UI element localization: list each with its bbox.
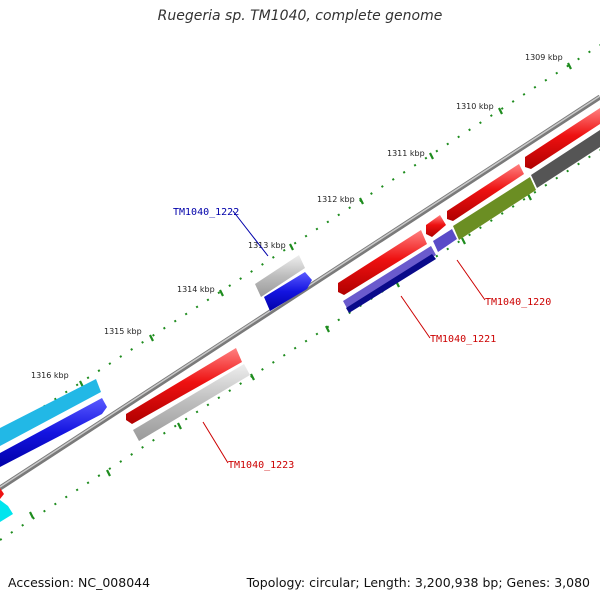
gene-red-long[interactable] (338, 230, 427, 295)
scale-label-1312: 1312 kbp (317, 195, 355, 204)
leader-line-1222 (232, 210, 269, 257)
gene-gray-right[interactable] (531, 130, 600, 188)
leader-line-1220 (456, 259, 486, 301)
leader-line-1223 (202, 421, 229, 464)
gene-blue-left[interactable] (0, 398, 107, 467)
inner-major-ticks (29, 193, 532, 519)
scale-label-1316: 1316 kbp (31, 371, 69, 380)
gene-red-upper[interactable] (447, 164, 524, 221)
gene-gray-1222[interactable] (255, 255, 305, 297)
genome-summary: Topology: circular; Length: 3,200,938 bp… (246, 575, 590, 590)
gene-label-1221[interactable]: TM1040_1221 (430, 334, 496, 345)
gene-navy-1221[interactable] (346, 254, 436, 313)
gene-label-1220[interactable]: TM1040_1220 (485, 297, 551, 308)
genome-title: Ruegeria sp. TM1040, complete genome (157, 8, 443, 24)
gene-red-edge[interactable] (0, 488, 4, 499)
gene-label-1222[interactable]: TM1040_1222 (173, 207, 239, 218)
gene-blue-1222[interactable] (264, 272, 312, 311)
gene-red-top-right[interactable] (525, 108, 600, 169)
scale-label-1313: 1313 kbp (248, 241, 286, 250)
gene-slate-1221[interactable] (343, 246, 436, 310)
outer-major-ticks (9, 62, 572, 433)
accession-label: Accession: NC_008044 (8, 575, 151, 590)
gene-sky-left[interactable] (0, 379, 101, 446)
scale-label-1309: 1309 kbp (525, 53, 563, 62)
gene-red-small[interactable] (426, 215, 446, 237)
leader-line-1221 (400, 295, 431, 339)
inner-scale-track (0, 149, 600, 541)
gene-label-1223[interactable]: TM1040_1223 (228, 460, 294, 471)
outer-scale-track (0, 44, 600, 436)
scale-label-1314: 1314 kbp (177, 285, 215, 294)
gene-gray-1223[interactable] (133, 364, 250, 441)
scale-label-1315: 1315 kbp (104, 327, 142, 336)
gene-slate-small[interactable] (433, 229, 457, 252)
scale-label-1310: 1310 kbp (456, 102, 494, 111)
gene-olive[interactable] (453, 177, 536, 240)
scale-label-1311: 1311 kbp (387, 149, 425, 158)
gene-red-1223[interactable] (126, 348, 242, 424)
gene-cyan-edge[interactable] (0, 500, 13, 522)
